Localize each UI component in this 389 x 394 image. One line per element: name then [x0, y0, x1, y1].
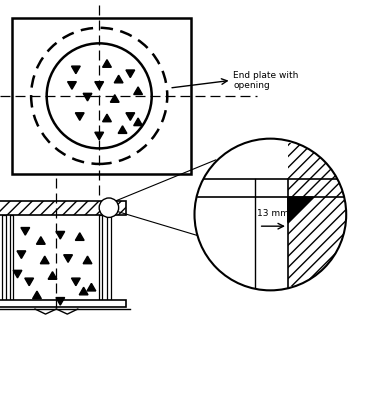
Polygon shape	[288, 197, 313, 222]
Text: 13 mm: 13 mm	[257, 209, 289, 218]
Bar	[2, 214, 6, 300]
Text: End plate with
opening: End plate with opening	[233, 71, 299, 90]
Bar	[99, 214, 102, 300]
Bar	[107, 214, 111, 300]
Bar	[0, 201, 126, 214]
Bar	[0, 201, 126, 214]
Circle shape	[194, 139, 346, 290]
Circle shape	[99, 198, 119, 217]
Circle shape	[31, 28, 167, 164]
Circle shape	[47, 43, 152, 149]
Bar	[0, 300, 126, 307]
Bar	[12, 18, 191, 174]
Bar	[288, 143, 364, 286]
Bar	[10, 214, 13, 300]
